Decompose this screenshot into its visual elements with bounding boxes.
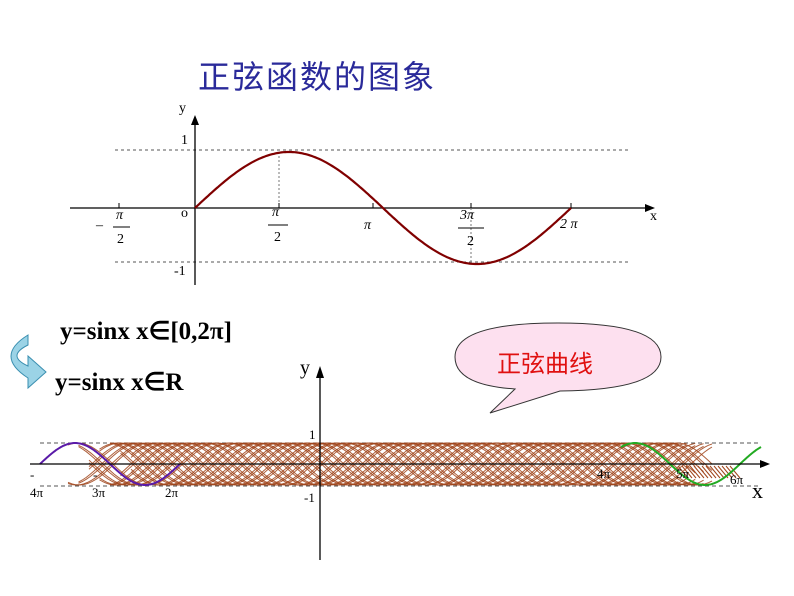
- band-sine-curve: [67, 442, 679, 486]
- neg-half-pi-den: 2: [117, 232, 124, 247]
- tick-5pi: 5π: [676, 466, 690, 481]
- bottom-y-axis-arrow: [316, 366, 324, 378]
- top-x-axis-label: x: [650, 209, 657, 224]
- half-pi-den: 2: [274, 230, 281, 245]
- band-sine-curve: [109, 442, 704, 486]
- bottom-y-axis-label: y: [300, 357, 310, 379]
- band-sine-curve: [120, 442, 696, 486]
- tick-neg-4pi-minus: -: [30, 467, 35, 482]
- two-pi-label: 2 π: [560, 217, 578, 232]
- tick-neg-4pi: 4π: [30, 485, 44, 500]
- equation-domain-r: y=sinx x∈R: [55, 369, 184, 396]
- y-tick-one-label: 1: [181, 133, 188, 148]
- band-hatch-line: [685, 465, 697, 479]
- top-y-axis-arrow: [191, 115, 199, 125]
- band-hatch-line: [713, 465, 725, 479]
- band-hatch-line: [709, 465, 721, 479]
- sine-curve: [194, 150, 572, 266]
- band-hatch-line: [729, 465, 741, 479]
- bottom-y-tick-one: 1: [309, 427, 316, 442]
- tick-neg-3pi-minus: -: [93, 467, 98, 482]
- band-sine-curve: [67, 442, 704, 486]
- neg-half-pi-num: π: [116, 208, 124, 223]
- y-tick-neg-one-label: -1: [174, 264, 186, 279]
- tick-6pi: 6π: [730, 472, 744, 487]
- three-half-pi-num: 3π: [460, 208, 475, 223]
- band-hatch-line: [689, 465, 701, 479]
- band-hatch-line: [693, 465, 705, 479]
- bottom-x-axis-arrow: [760, 460, 770, 468]
- band-hatch-line: [701, 465, 713, 479]
- band-sine-curve: [130, 442, 696, 486]
- band-hatch-line: [697, 465, 709, 479]
- band-sine-curve: [130, 442, 713, 486]
- band-sine-curve: [120, 442, 679, 486]
- callout-text: 正弦曲线: [497, 350, 593, 378]
- band-sine-curve: [109, 442, 713, 486]
- top-x-axis-arrow: [645, 204, 655, 212]
- band-hatch-line: [721, 465, 733, 479]
- band-hatch-line: [705, 465, 717, 479]
- right-sine-segment: [620, 442, 762, 486]
- band-hatch-line: [677, 465, 689, 479]
- neg-half-pi-sign: –: [96, 218, 103, 233]
- band-sine-curve: [120, 442, 704, 486]
- band-sine-curve: [109, 442, 679, 486]
- page-title: 正弦函数的图象: [198, 58, 437, 96]
- band-sine-curve: [99, 442, 679, 486]
- tick-4pi: 4π: [597, 466, 611, 481]
- band-sine-curve: [109, 442, 688, 486]
- band-sine-curve: [78, 442, 696, 486]
- band-sine-curve: [78, 442, 713, 486]
- overlapping-sine-band: [67, 442, 741, 486]
- band-sine-curve: [88, 442, 704, 486]
- tick-neg-3pi: 3π: [92, 485, 106, 500]
- top-y-axis-label: y: [179, 101, 186, 116]
- callout-bubble-shape: [454, 322, 662, 414]
- bottom-y-tick-neg-one: -1: [304, 490, 315, 505]
- three-half-pi-den: 2: [467, 234, 474, 249]
- origin-label: o: [181, 206, 188, 221]
- equation-domain-0-2pi: y=sinx x∈[0,2π]: [60, 318, 232, 345]
- half-pi-num: π: [272, 205, 280, 220]
- band-sine-curve: [88, 442, 687, 486]
- bottom-x-axis-label: x: [752, 478, 763, 503]
- band-hatch-line: [681, 465, 693, 479]
- pi-label: π: [364, 218, 372, 233]
- band-sine-curve: [99, 442, 696, 486]
- curved-arrow-icon: [10, 334, 47, 390]
- tick-neg-2pi: 2π: [165, 485, 179, 500]
